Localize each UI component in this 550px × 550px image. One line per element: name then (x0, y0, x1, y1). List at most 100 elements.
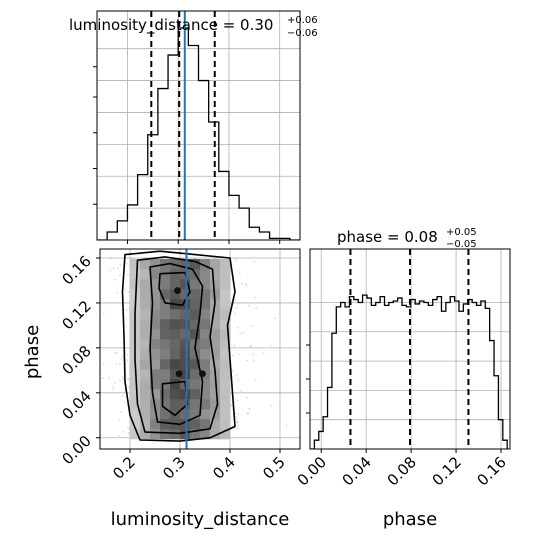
scatter-point (102, 362, 105, 365)
density-cell (220, 339, 231, 350)
density-cell (200, 389, 211, 400)
density-cell (190, 409, 201, 420)
density-cell (200, 259, 211, 270)
density-cell (220, 419, 231, 430)
density-cell (150, 369, 161, 380)
density-cell (140, 339, 151, 350)
contour-level (161, 380, 189, 417)
density-cell (200, 329, 211, 340)
right-xlabel: phase (383, 509, 437, 530)
density-cell (150, 279, 161, 290)
top-frame (96, 10, 301, 241)
right-quantile-lines (349, 249, 470, 449)
scatter-point (118, 418, 120, 421)
density-cell (220, 349, 231, 360)
top-histogram-step (97, 27, 300, 240)
density-cell (170, 389, 181, 400)
scatter-point (125, 359, 128, 362)
density-cell (140, 429, 151, 440)
right-xtick-label: 0.12 (429, 453, 465, 489)
density-cell (190, 319, 201, 330)
density-cell (170, 349, 181, 360)
scatter-point (245, 285, 248, 287)
density-cell (170, 289, 181, 300)
joint-panel: 0.2 0.3 0.4 0.5 0.00 0.04 0.08 0.12 0.16 luminos… (22, 248, 301, 530)
density-cell (130, 279, 141, 290)
contour-peak (174, 287, 181, 294)
density-cell (150, 349, 161, 360)
scatter-point (127, 432, 130, 434)
scatter-point (274, 317, 276, 320)
scatter-point (113, 351, 116, 354)
density-cell (190, 399, 201, 410)
right-title-sup: +0.05 (446, 227, 477, 238)
density-cell (190, 299, 201, 310)
density-cell (220, 379, 231, 390)
density-cell (150, 429, 161, 440)
joint-ytick-label: 0.12 (58, 297, 94, 333)
scatter-point (242, 331, 245, 334)
density-cell (130, 399, 141, 410)
scatter-point (120, 346, 123, 349)
density-cell (180, 389, 191, 400)
density-cell (210, 399, 221, 410)
density-cell (130, 389, 141, 400)
scatter-point (87, 422, 89, 424)
density-cell (210, 269, 221, 280)
density-cell (180, 419, 191, 430)
density-cell (190, 349, 201, 360)
scatter-point (124, 288, 126, 291)
density-cell (140, 379, 151, 390)
density-cell (150, 409, 161, 420)
density-cell (190, 389, 201, 400)
density-cell (160, 319, 171, 330)
density-cell (150, 299, 161, 310)
scatter-point (238, 272, 241, 275)
scatter-point (77, 287, 79, 289)
density-cell (150, 289, 161, 300)
density-cell (170, 319, 181, 330)
density-cell (210, 259, 221, 270)
density-cell (200, 319, 211, 330)
scatter-point (119, 263, 122, 266)
density-cell (200, 359, 211, 370)
top-quantile-lines (150, 11, 216, 240)
contour-level (121, 250, 236, 442)
right-frame (309, 248, 511, 450)
scatter-point (248, 409, 251, 411)
density-cell (180, 359, 191, 370)
density-cell (170, 309, 181, 320)
scatter-point (121, 355, 124, 357)
density-cell (150, 339, 161, 350)
density-cell (180, 289, 191, 300)
density-cell (200, 339, 211, 350)
scatter-point (254, 379, 257, 382)
joint-xtick-label: 0.3 (159, 453, 189, 483)
scatter-point (118, 363, 121, 366)
scatter-point (270, 404, 273, 407)
density-cell (220, 399, 231, 410)
joint-ytick-label: 0.16 (58, 252, 94, 288)
scatter-point (230, 404, 233, 407)
joint-ylabel: phase (22, 325, 43, 379)
density-cell (220, 299, 231, 310)
density-cell (220, 279, 231, 290)
density-cell (210, 349, 221, 360)
density-cell (140, 299, 151, 310)
density-cell (160, 299, 171, 310)
scatter-point (237, 425, 240, 427)
scatter-point (253, 260, 256, 263)
density-cell (170, 379, 181, 390)
scatter-point (234, 299, 237, 302)
scatter-point (122, 430, 125, 433)
density-cell (210, 319, 221, 330)
scatter-point (116, 267, 119, 270)
density-cell (140, 359, 151, 370)
density-cell (170, 369, 181, 380)
scatter-point (115, 352, 117, 355)
density-cell (130, 259, 141, 270)
density-cell (210, 379, 221, 390)
density-cell (220, 319, 231, 330)
density-cell (220, 389, 231, 400)
density-cell (190, 369, 201, 380)
